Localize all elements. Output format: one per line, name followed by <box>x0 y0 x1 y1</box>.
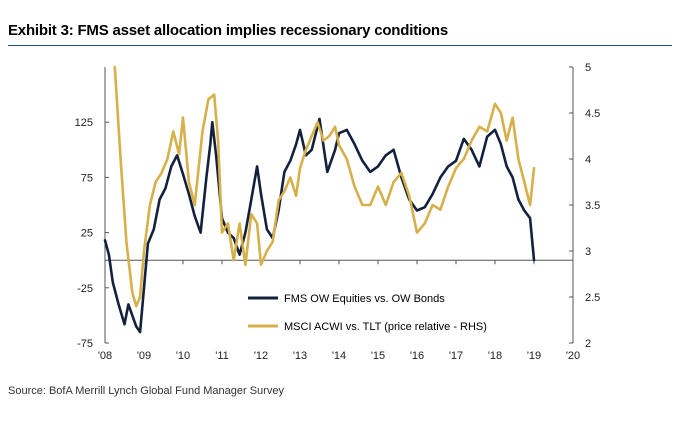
x-tick-label: '13 <box>293 350 307 362</box>
source-note: Source: BofA Merrill Lynch Global Fund M… <box>8 385 284 397</box>
left-tick-label: 75 <box>81 172 93 184</box>
left-tick-label: -75 <box>77 338 93 350</box>
x-tick-label: '18 <box>488 350 502 362</box>
left-tick-label: -25 <box>77 283 93 295</box>
x-tick-label: '09 <box>137 350 151 362</box>
right-tick-label: 3.5 <box>585 200 600 212</box>
right-tick-label: 4 <box>585 154 591 166</box>
series-line-fms <box>103 117 536 334</box>
title-rule <box>8 45 672 46</box>
chart-series <box>103 65 536 334</box>
chart-title: Exhibit 3: FMS asset allocation implies … <box>8 22 449 39</box>
x-tick-label: '10 <box>176 350 190 362</box>
chart-axes: -75 -25 25 75 125 2 2.5 3 3.5 4 4.5 5 '08 '09 '10 '11 '1… <box>75 62 601 362</box>
series-line-msci <box>113 65 536 308</box>
chart-legend: FMS OW Equities vs. OW Bonds MSCI ACWI vs… <box>248 293 487 333</box>
left-tick-label: 125 <box>75 117 93 129</box>
right-tick-label: 2.5 <box>585 292 600 304</box>
right-tick-label: 2 <box>585 338 591 350</box>
x-tick-label: '17 <box>449 350 463 362</box>
right-tick-label: 4.5 <box>585 108 600 120</box>
x-tick-label: '14 <box>332 350 346 362</box>
x-tick-label: '19 <box>527 350 541 362</box>
x-tick-label: '12 <box>254 350 268 362</box>
right-tick-label: 5 <box>585 62 591 74</box>
x-tick-label: '11 <box>215 350 229 362</box>
x-tick-label: '15 <box>371 350 385 362</box>
legend-label-fms: FMS OW Equities vs. OW Bonds <box>284 293 445 305</box>
x-tick-label: '16 <box>410 350 424 362</box>
legend-label-msci: MSCI ACWI vs. TLT (price relative - RHS) <box>284 321 487 333</box>
left-tick-label: 25 <box>81 228 93 240</box>
x-tick-label: '20 <box>566 350 580 362</box>
x-tick-label: '08 <box>98 350 112 362</box>
right-tick-label: 3 <box>585 246 591 258</box>
